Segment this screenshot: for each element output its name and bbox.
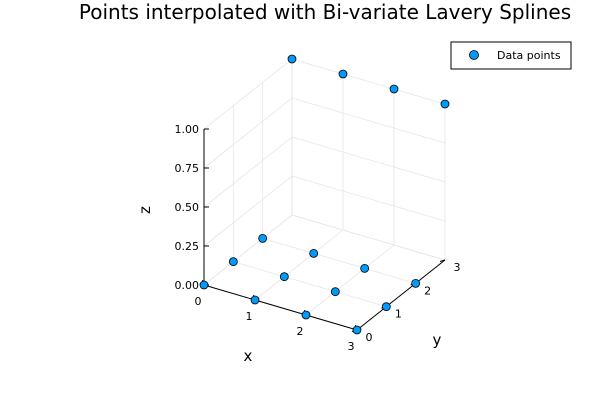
grid-line [291,136,446,183]
x-axis-line [203,284,358,331]
x-tick-label: 3 [348,340,355,353]
z-tick-label: 0.25 [175,240,200,253]
data-point [199,280,209,290]
data-point [309,248,319,258]
data-point [279,272,289,282]
z-axis-label: z [136,206,154,214]
y-tick-mark [439,259,446,262]
data-point [440,99,450,109]
data-point [258,233,268,243]
legend-marker [469,50,479,60]
grid-line [291,58,446,105]
data-point [389,84,399,94]
grid-line [203,97,293,169]
y-tick-label: 1 [395,308,402,321]
grid-line [291,175,446,222]
x-axis-label: x [244,347,253,365]
y-tick-label: 3 [453,261,460,274]
grid-line [291,214,446,261]
grid-line [254,229,344,301]
grid-line [305,244,395,316]
z-tick-label: 1.00 [175,123,200,136]
data-point [411,278,421,288]
grid-lines [203,58,446,331]
x-tick-label: 1 [246,310,253,323]
data-points [199,54,450,335]
z-tick-label: 0.00 [175,279,200,292]
grid-line [262,237,416,284]
y-axis-label: y [433,331,442,349]
data-point [338,69,348,79]
y-tick-label: 0 [366,331,373,344]
data-point [330,287,340,297]
data-point [352,325,362,335]
x-tick-label: 0 [195,295,202,308]
grid-line [233,261,387,308]
grid-line [203,214,293,286]
data-point [250,295,260,305]
grid-line [203,136,293,208]
y-axis-line [356,259,446,331]
data-point [381,302,391,312]
grid-line [291,97,446,144]
grid-line [203,175,293,247]
data-point [301,310,311,320]
legend-label: Data points [497,49,561,62]
legend: Data points [450,41,572,70]
x-tick-label: 2 [297,325,304,338]
data-point [228,257,238,267]
z-tick-label: 0.75 [175,162,200,175]
y-tick-label: 2 [424,284,431,297]
z-tick-label: 0.50 [175,201,200,214]
grid-line [203,58,293,130]
chart-title: Points interpolated with Bi-variate Lave… [79,0,571,24]
data-point [287,54,297,64]
data-point [360,263,370,273]
